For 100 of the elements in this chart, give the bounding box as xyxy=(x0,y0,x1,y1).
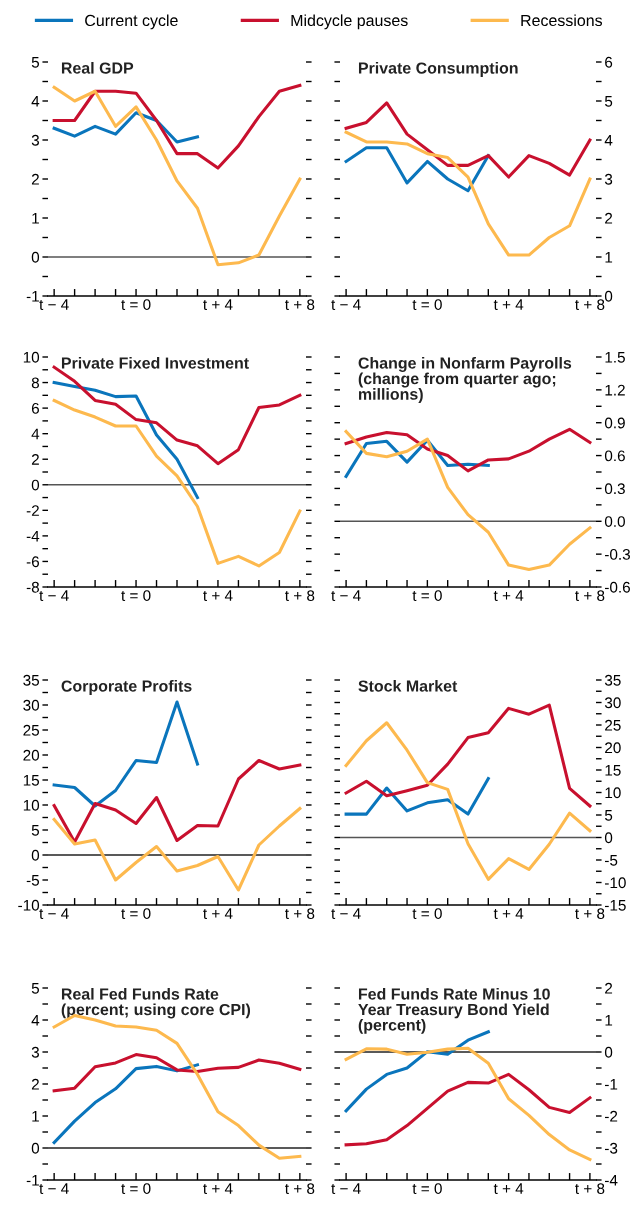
x-tick-label: t + 8 xyxy=(285,299,315,310)
x-tick-label: t + 8 xyxy=(285,908,315,919)
line-series xyxy=(344,429,592,572)
y-tick-label: -6 xyxy=(26,556,39,568)
line-series xyxy=(344,721,592,881)
y-tick-label: 5 xyxy=(31,57,40,68)
y-tick-label: 4 xyxy=(31,428,40,440)
x-tick-label: t + 4 xyxy=(493,908,524,919)
x-tick-label: t + 8 xyxy=(285,590,315,601)
x-tick-label: t + 4 xyxy=(203,1183,233,1194)
y-tick-label: 5 xyxy=(31,825,40,836)
chart-title: Real Fed Funds Rate (percent; using core CPI) xyxy=(61,988,251,1019)
y2-tick-label: 6 xyxy=(605,56,613,68)
line-series xyxy=(344,427,592,473)
x-tick-label: t + 8 xyxy=(575,1183,605,1194)
line-series xyxy=(52,806,302,892)
y2-tick-label: 5 xyxy=(604,96,613,107)
y-tick-label: 15 xyxy=(23,775,40,786)
y-tick-label: 10 xyxy=(23,351,40,363)
y2-tick-label: -10 xyxy=(605,877,626,889)
line-series xyxy=(52,111,200,144)
y2-tick-label: -4 xyxy=(605,1175,618,1186)
y2-tick-label: 35 xyxy=(604,674,621,686)
y-tick-label: 4 xyxy=(31,1015,40,1026)
legend-label: Recessions xyxy=(521,14,603,27)
y-tick-label: 0 xyxy=(31,1142,40,1154)
y2-tick-label: 30 xyxy=(604,697,621,709)
line-series xyxy=(344,146,490,193)
y2-tick-label: 0 xyxy=(604,1046,613,1058)
x-tick-label: t + 4 xyxy=(203,908,233,919)
line-series xyxy=(344,777,490,816)
x-tick-label: t + 8 xyxy=(575,908,605,919)
y2-tick-label: 2 xyxy=(605,982,613,994)
y2-tick-label: -3 xyxy=(605,1142,618,1154)
y2-tick-label: 25 xyxy=(605,719,621,731)
y-tick-label: -5 xyxy=(26,875,40,886)
y-tick-label: 4 xyxy=(31,96,40,107)
line-series xyxy=(52,83,302,170)
x-tick-label: t = 0 xyxy=(121,299,151,310)
x-tick-label: t = 0 xyxy=(121,908,151,919)
legend-label: Midcycle pauses xyxy=(291,14,408,30)
x-tick-label: t + 4 xyxy=(493,590,524,601)
x-tick-label: t + 4 xyxy=(493,1183,524,1194)
y-tick-label: 20 xyxy=(23,749,40,761)
y-tick-label: 2 xyxy=(31,454,39,465)
text: Change in Nonfarm Payrolls (change from quarter ago; millions) xyxy=(358,357,572,403)
y2-tick-label: 20 xyxy=(605,742,621,754)
x-tick-label: t − 4 xyxy=(39,590,69,601)
x-tick-label: t = 0 xyxy=(121,1183,151,1194)
y-tick-label: 2 xyxy=(31,173,39,185)
x-tick-label: t + 4 xyxy=(203,299,233,310)
x-tick-label: t + 8 xyxy=(285,1183,315,1194)
y-tick-label: -4 xyxy=(26,530,40,542)
y2-tick-label: 0 xyxy=(604,290,613,302)
y2-tick-label: 10 xyxy=(605,787,621,799)
x-tick-label: t − 4 xyxy=(331,590,361,601)
y-tick-label: 6 xyxy=(31,402,39,414)
x-tick-label: t − 4 xyxy=(39,299,69,310)
y2-tick-label: -0.3 xyxy=(605,549,630,560)
chart-title: Corporate Profits xyxy=(61,680,192,695)
y2-tick-label: 15 xyxy=(605,765,621,776)
y-tick-label: 1 xyxy=(32,213,39,224)
line-series xyxy=(344,130,592,257)
x-tick-label: t = 0 xyxy=(412,1183,442,1194)
y2-tick-label: -2 xyxy=(605,1110,618,1122)
y-tick-label: -1 xyxy=(26,291,39,302)
x-tick-label: t = 0 xyxy=(412,299,442,310)
y-tick-label: 10 xyxy=(23,799,40,811)
line-series xyxy=(52,758,302,844)
line-series xyxy=(52,700,200,808)
y2-tick-label: 1.2 xyxy=(605,384,625,396)
y2-tick-label: 2 xyxy=(605,212,613,224)
line-series xyxy=(344,1072,592,1147)
line-series xyxy=(52,1053,302,1093)
x-tick-label: t + 4 xyxy=(203,590,233,601)
y-tick-label: 1 xyxy=(32,1111,39,1122)
line-series xyxy=(344,703,592,808)
x-tick-label: t = 0 xyxy=(121,590,151,601)
y-tick-label: 35 xyxy=(23,674,40,686)
x-tick-label: t + 8 xyxy=(575,590,605,601)
chart-title: Private Fixed Investment xyxy=(61,357,249,369)
y2-tick-label: 1 xyxy=(605,252,613,263)
x-tick-label: t − 4 xyxy=(331,299,361,310)
x-tick-label: t − 4 xyxy=(39,908,69,919)
y2-tick-label: 5 xyxy=(604,810,613,821)
y2-tick-label: -15 xyxy=(605,900,626,911)
y-tick-label: 2 xyxy=(31,1078,39,1090)
y2-tick-label: 0.9 xyxy=(604,417,625,429)
y-tick-label: 0 xyxy=(31,251,40,263)
line-series xyxy=(52,1063,200,1145)
chart-title: Stock Market xyxy=(358,680,458,692)
x-tick-label: t + 8 xyxy=(575,299,605,310)
y2-tick-label: 1 xyxy=(605,1015,613,1026)
y2-tick-label: 0.6 xyxy=(604,450,625,462)
y2-tick-label: 0 xyxy=(604,832,613,844)
y-tick-label: -10 xyxy=(18,899,40,911)
y-tick-label: 5 xyxy=(31,983,40,994)
y2-tick-label: 3 xyxy=(604,173,613,185)
y2-tick-label: -0.6 xyxy=(605,581,630,593)
x-tick-label: t = 0 xyxy=(412,908,442,919)
